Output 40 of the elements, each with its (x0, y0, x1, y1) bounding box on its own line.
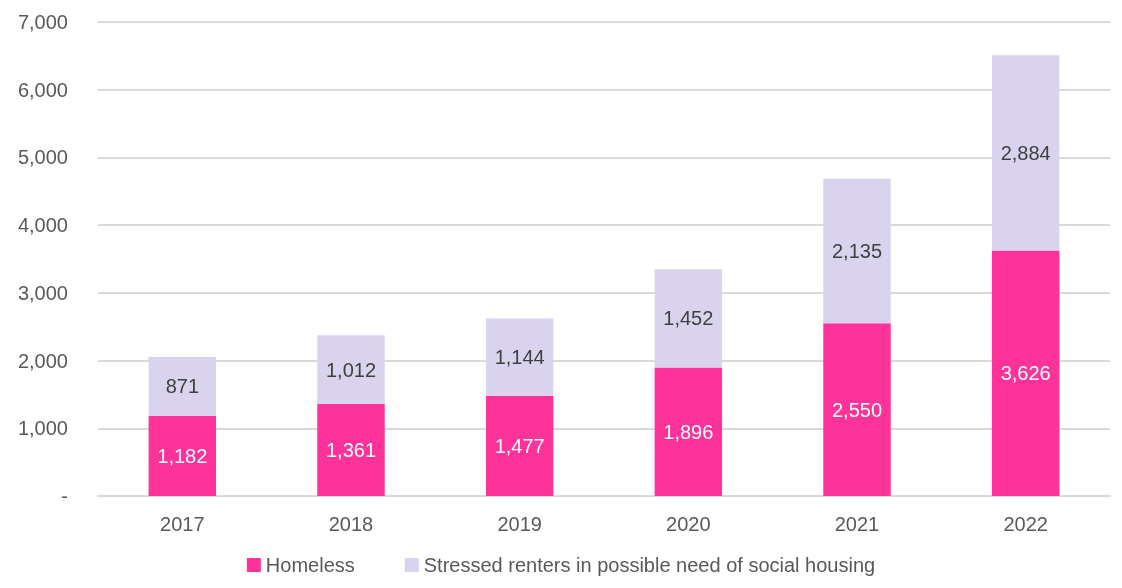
bar (148, 356, 217, 416)
data-label: 2,884 (1000, 141, 1051, 164)
y-tick-label: 1,000 (17, 417, 68, 440)
y-tick-label: 3,000 (17, 281, 68, 304)
bar (485, 395, 554, 496)
bar (317, 403, 385, 496)
bar (317, 335, 385, 404)
y-tick-label: 2,000 (17, 349, 68, 372)
data-label: 1,144 (494, 346, 545, 369)
data-label: 1,012 (325, 358, 377, 381)
y-tick-label: 7,000 (17, 11, 68, 33)
bar (991, 250, 1060, 496)
data-label: 2,135 (831, 240, 883, 263)
x-tick-label: 2018 (328, 513, 374, 535)
data-label: 1,182 (157, 444, 208, 467)
data-label: 2,550 (831, 398, 883, 421)
data-label: 1,452 (663, 307, 714, 330)
x-tick-label: 2019 (497, 513, 542, 535)
bar (148, 415, 217, 496)
x-tick-label: 2021 (834, 513, 880, 535)
bar (823, 323, 891, 496)
data-label: 3,626 (1000, 362, 1051, 385)
bar (485, 318, 554, 396)
bar (991, 55, 1060, 251)
bar (654, 367, 723, 496)
data-label: 871 (165, 375, 200, 398)
y-tick-label: - (61, 485, 68, 507)
y-tick-label: 4,000 (17, 214, 68, 237)
y-tick-label: 6,000 (17, 78, 68, 101)
y-tick-label: 5,000 (17, 146, 68, 169)
legend-label: Homeless (265, 554, 355, 576)
legend-label: Stressed renters in possible need of social housing (423, 554, 876, 576)
x-tick-label: 2022 (1003, 513, 1048, 535)
bar (823, 178, 891, 324)
data-label: 1,896 (663, 420, 714, 443)
data-label: 1,477 (494, 434, 545, 457)
data-label: 1,361 (325, 438, 377, 461)
bar (654, 269, 723, 368)
x-tick-label: 2017 (160, 513, 205, 535)
x-tick-label: 2020 (666, 513, 711, 535)
